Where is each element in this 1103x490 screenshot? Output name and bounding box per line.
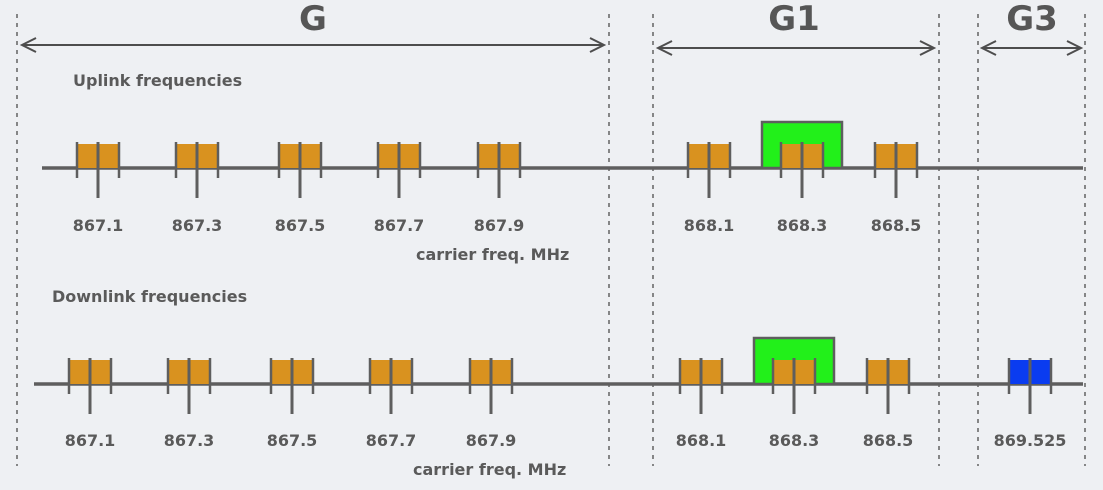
frequency-label: 867.1 bbox=[65, 431, 116, 450]
channel-867-9: 867.9 bbox=[466, 358, 517, 450]
uplink-section: Uplink frequencies 867.1 867.3 867.5 867.7 8… bbox=[42, 71, 1083, 264]
band-g3-arrow-left-head bbox=[979, 40, 997, 56]
channel-868-1: 868.1 bbox=[684, 142, 735, 235]
uplink-title: Uplink frequencies bbox=[73, 71, 242, 90]
frequency-label: 868.1 bbox=[676, 431, 727, 450]
channel-868-3: 868.3 bbox=[752, 336, 836, 450]
frequency-label: 867.7 bbox=[374, 216, 425, 235]
channel-867-5: 867.5 bbox=[275, 142, 326, 235]
channel-868-5: 868.5 bbox=[871, 142, 922, 235]
band-g-arrow-left-head bbox=[19, 37, 37, 53]
band-g3-arrow-right-head bbox=[1066, 40, 1084, 56]
band-g1-arrow-left-head bbox=[655, 40, 673, 56]
downlink-unit-label: carrier freq. MHz bbox=[413, 460, 566, 479]
channel-867-7: 867.7 bbox=[374, 142, 425, 235]
uplink-channels: 867.1 867.3 867.5 867.7 867.9 868.1 868.3 868.5 bbox=[73, 120, 922, 235]
frequency-label: 867.9 bbox=[474, 216, 525, 235]
frequency-label: 867.7 bbox=[366, 431, 417, 450]
frequency-label: 868.5 bbox=[871, 216, 922, 235]
channel-867-5: 867.5 bbox=[267, 358, 318, 450]
band-g-arrow-right-head bbox=[589, 37, 607, 53]
band-g1-arrow-right-head bbox=[919, 40, 937, 56]
uplink-unit-label: carrier freq. MHz bbox=[416, 245, 569, 264]
band-separators bbox=[16, 14, 1086, 466]
frequency-label: 867.3 bbox=[172, 216, 223, 235]
frequency-label: 868.5 bbox=[863, 431, 914, 450]
band-g1: G1 bbox=[655, 0, 937, 56]
downlink-channels: 867.1 867.3 867.5 867.7 867.9 868.1 868.3 868.5… bbox=[65, 336, 1067, 450]
band-g1-label: G1 bbox=[768, 0, 820, 39]
frequency-label: 867.9 bbox=[466, 431, 517, 450]
band-g3: G3 bbox=[979, 0, 1084, 56]
band-g-label: G bbox=[299, 0, 327, 39]
band-g3-label: G3 bbox=[1006, 0, 1058, 39]
channel-868-1: 868.1 bbox=[676, 358, 727, 450]
downlink-section: Downlink frequencies 867.1 867.3 867.5 867.… bbox=[34, 287, 1083, 479]
channel-867-9: 867.9 bbox=[474, 142, 525, 235]
channel-867-3: 867.3 bbox=[172, 142, 223, 235]
channel-867-7: 867.7 bbox=[366, 358, 417, 450]
frequency-label: 867.1 bbox=[73, 216, 124, 235]
frequency-label: 868.3 bbox=[769, 431, 820, 450]
frequency-label: 868.3 bbox=[777, 216, 828, 235]
frequency-label: 869.525 bbox=[994, 431, 1067, 450]
channel-868-3: 868.3 bbox=[760, 120, 844, 235]
frequency-label: 868.1 bbox=[684, 216, 735, 235]
channel-868-5: 868.5 bbox=[863, 358, 914, 450]
frequency-label: 867.3 bbox=[164, 431, 215, 450]
frequency-label: 867.5 bbox=[275, 216, 326, 235]
downlink-title: Downlink frequencies bbox=[52, 287, 247, 306]
channel-869-525: 869.525 bbox=[994, 358, 1067, 450]
channel-867-1: 867.1 bbox=[65, 358, 116, 450]
channel-867-3: 867.3 bbox=[164, 358, 215, 450]
frequency-label: 867.5 bbox=[267, 431, 318, 450]
band-g: G bbox=[19, 0, 607, 53]
channel-867-1: 867.1 bbox=[73, 142, 124, 235]
